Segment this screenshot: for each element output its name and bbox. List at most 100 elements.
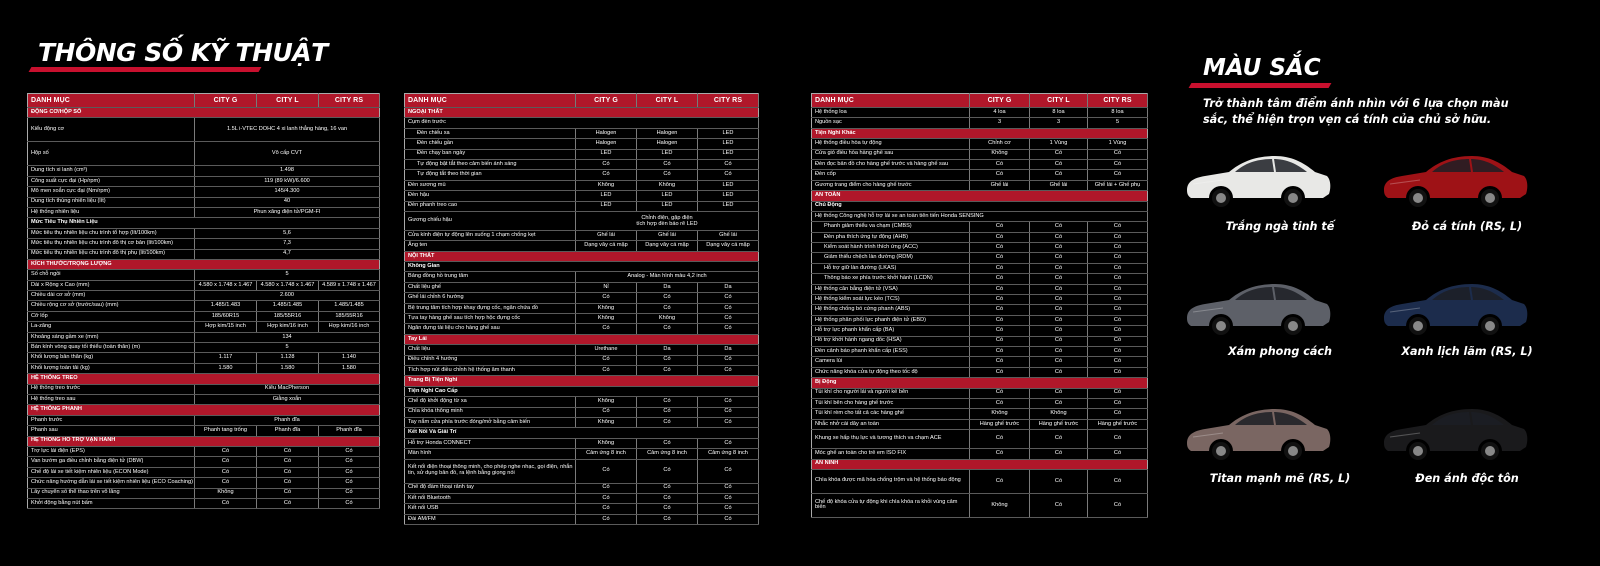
spec-value: Ghế lái [1029,180,1088,192]
spec-label: Phanh sau [27,425,195,437]
spec-value: Có [697,417,759,429]
spec-value: LED [636,190,698,202]
color-label: Titan mạnh mẽ (RS, L) [1209,472,1351,485]
spec-label: Kiểu động cơ [27,117,195,143]
section-title: AN TOÀN [811,190,1148,202]
table-row: Tựa tay hàng ghế sau tích hợp hộc đựng c… [404,313,759,325]
spec-value: Có [575,355,637,367]
spec-value: LED [697,149,759,160]
spec-value: Có [575,292,637,304]
spec-table-exterior-interior: DANH MỤC CITY G CITY L CITY RS NGOẠI THẤ… [404,93,759,526]
table-row: Chức năng khóa cửa tự động theo tốc độ Có… [811,367,1148,379]
table-row: Khởi động bằng nút bấm Có Có Có [27,498,380,510]
table-row: Màn hình Cảm ứng 8 inch Cảm ứng 8 inch Cảm … [404,448,759,460]
spec-value: Có [969,388,1030,399]
spec-value: Halogen [575,128,637,140]
table-row: Bệ trung tâm tích hợp khay đựng cốc, ngă… [404,303,759,315]
spec-label: Móc ghế an toàn cho trẻ em ISO FIX [811,448,970,460]
spec-label: Chìa khóa thông minh [404,407,576,418]
spec-value: Có [194,477,257,489]
spec-label: Phanh trước [27,415,195,427]
spec-label: Hỗ trợ giữ làn đường (LKAS) [811,263,970,275]
spec-value: Có [636,483,698,494]
spec-value: Có [194,498,257,510]
section-title: HỆ THỐNG PHANH [27,404,380,416]
table-row: Chế độ lái xe tiết kiệm nhiên liệu (ECON… [27,467,380,479]
table-row: Hệ thống điều hòa tự động Chỉnh cơ 1 Vùng 1… [811,138,1148,150]
spec-value: Có [1087,346,1148,358]
table-row: Hệ thống nhiên liệu Phun xăng điện tử/PGM… [27,207,380,219]
spec-label: Gương chiếu hậu [404,211,576,231]
spec-label: Dung tích xi lanh (cm³) [27,165,195,177]
table-row: Cửa gió điều hòa hàng ghế sau Không Có Có [811,149,1148,160]
spec-label: Ăng ten [404,240,576,252]
table-row: Ăng ten Dạng vây cá mập Dạng vây cá mập Dạn… [404,240,759,252]
spec-label: Tay nắm cửa phía trước đóng/mở bằng cảm … [404,417,576,429]
table-row: Móc ghế an toàn cho trẻ em ISO FIX Có Có Có [811,448,1148,460]
spec-value: Có [1087,493,1148,518]
spec-label: Đèn sương mù [404,180,576,192]
spec-value: Có [969,325,1030,337]
section-title: Không Gian [404,261,759,273]
spec-value: Có [1029,304,1088,316]
spec-value: Có [969,429,1030,450]
spec-label: Gương trang điểm cho hàng ghế trước [811,180,970,192]
spec-label: Chức năng khóa cửa tự động theo tốc độ [811,367,970,379]
colors-subtitle: Trở thành tâm điểm ánh nhìn với 6 lựa ch… [1203,97,1509,127]
spec-value: Phanh tang trống [194,425,257,437]
spec-value: Có [575,159,637,171]
spec-value: Cảm ứng 8 inch [575,448,637,460]
spec-value: LED [697,190,759,202]
spec-value: Có [1087,429,1148,450]
subsection-header: Mức Tiêu Thụ Nhiên Liệu [27,217,380,229]
spec-value: Có [969,367,1030,379]
spec-label: Hỗ trợ lực phanh khẩn cấp (BA) [811,325,970,337]
spec-value: Có [969,242,1030,254]
spec-value: LED [697,180,759,192]
spec-label: Ngăn đựng tài liệu cho hàng ghế sau [404,323,576,335]
spec-value: Ghế lái + Ghế phụ [1087,180,1148,192]
spec-value: Có [636,159,698,171]
table-row: Kiểu động cơ 1.5L i-VTEC DOHC 4 xi lanh t… [27,117,380,143]
spec-value: Có [969,252,1030,264]
spec-label: Số chỗ ngồi [27,269,195,281]
table-row: Van bướm ga điều chỉnh bằng điện tử (DBW… [27,456,380,468]
header-city-rs: CITY RS [318,93,380,108]
page-title: THÔNG SỐ KỸ THUẬT [38,38,328,67]
spec-value: Có [697,159,759,171]
spec-label: Chế độ đàm thoại rảnh tay [404,483,576,494]
spec-label: Mô men xoắn cực đại (Nm/rpm) [27,186,195,198]
spec-value: Hợp kim/16 inch [256,321,319,333]
table-row: Đài AM/FM Có Có Có [404,514,759,526]
spec-value: 1 Vùng [1087,138,1148,150]
spec-value: Có [1029,388,1088,399]
section-header: Tay Lái [404,334,759,346]
spec-value: Có [969,304,1030,316]
spec-value: Cảm ứng 8 inch [697,448,759,460]
car-image-trang-nga-tinh-te [1183,150,1333,208]
spec-value: Có [318,477,380,489]
spec-value: 5 [194,269,380,281]
spec-value: Có [1087,263,1148,275]
spec-value: Ghế lái [969,180,1030,192]
table-row: Khung xe hấp thụ lực và tương thích va c… [811,429,1148,450]
table-row: Camera lùi Có Có Có [811,356,1148,368]
spec-label: Đèn cảnh báo phanh khẩn cấp (ESS) [811,346,970,358]
spec-value: Chỉnh điện, gập điện tích hợp đèn báo rẽ… [575,211,759,231]
spec-value: Hợp kim/16 inch [318,321,380,333]
spec-value: Có [1087,273,1148,285]
table-row: Khối lượng bản thân (kg) 1.117 1.128 1.140 [27,352,380,364]
spec-value: Có [194,467,257,479]
table-row: Đèn phanh treo cao LED LED LED [404,201,759,212]
section-title: HỆ THỐNG HỖ TRỢ VẬN HÀNH [27,436,380,447]
spec-value: Halogen [636,138,698,150]
spec-value: Có [1029,169,1088,181]
table-row: Bảng đồng hồ trung tâm Analog - Màn hình … [404,271,759,283]
spec-value: 8 loa [1029,107,1088,119]
spec-value: Dạng vây cá mập [575,240,637,252]
spec-value: Phanh đĩa [194,415,380,427]
spec-value: Có [1029,149,1088,160]
table-row: Hệ thống loa 4 loa 8 loa 8 loa [811,107,1148,119]
spec-label: Bảng đồng hồ trung tâm [404,271,576,283]
spec-value: Có [575,493,637,505]
